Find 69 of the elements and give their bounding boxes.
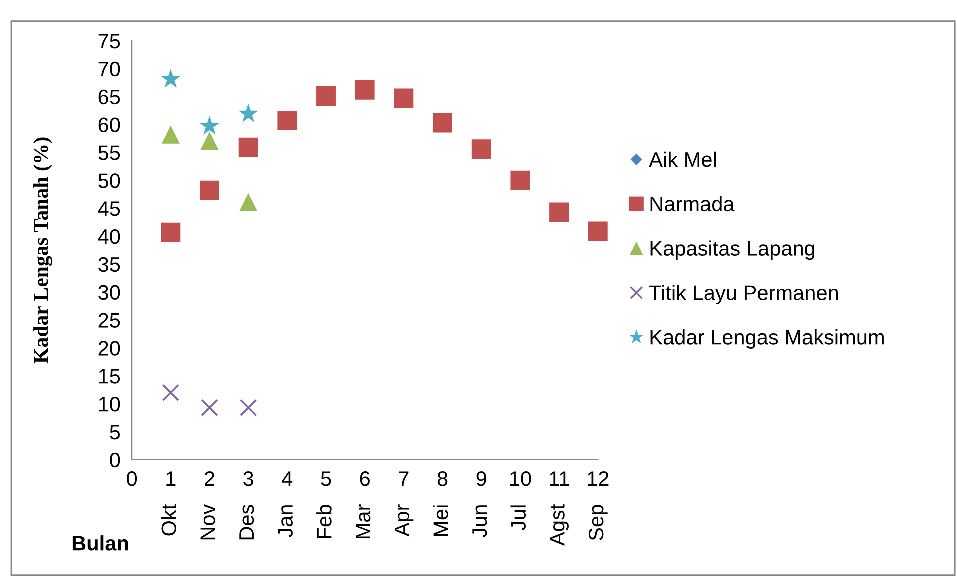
legend-label: Titik Layu Permanen xyxy=(650,285,838,305)
point xyxy=(278,111,298,131)
x-tick-label: Feb xyxy=(316,505,332,538)
y-tick-label: 60 xyxy=(98,118,120,132)
x-tick-label: Apr xyxy=(394,504,414,537)
legend-label: Narmada xyxy=(650,196,735,212)
point xyxy=(161,222,181,242)
x-tick-label: Agst xyxy=(550,504,569,546)
x2-tick-label: 7 xyxy=(399,472,409,486)
x2-tick-label: 5 xyxy=(321,472,332,486)
x2-tick-label: 11 xyxy=(550,472,570,486)
legend-label: Aik Mel xyxy=(649,152,716,168)
point xyxy=(355,80,375,100)
y-tick-label: 15 xyxy=(99,369,120,384)
point xyxy=(240,399,258,416)
y-tick-label: 10 xyxy=(99,397,120,412)
point xyxy=(162,384,180,402)
x-tick-label: Nov xyxy=(200,504,216,540)
point xyxy=(394,88,414,108)
point xyxy=(550,202,570,222)
point xyxy=(200,116,220,135)
y-tick-label: 50 xyxy=(98,174,120,188)
point xyxy=(238,104,258,123)
point xyxy=(201,399,218,416)
x-tick-label: Sep xyxy=(588,505,608,540)
x2-tick-label: 10 xyxy=(510,472,532,486)
x2-tick-label: 2 xyxy=(205,472,214,486)
y-tick-label: 65 xyxy=(98,90,120,105)
x-tick-label: Jun xyxy=(472,506,488,538)
x2-tick-label: 6 xyxy=(360,472,370,486)
x-tick-label: Mei xyxy=(433,506,448,536)
y-tick-label: 0 xyxy=(110,452,120,468)
y-tick-label: 40 xyxy=(98,229,120,244)
x2-tick-label: 4 xyxy=(282,472,293,486)
point xyxy=(238,138,258,158)
point xyxy=(200,132,219,150)
x2-tick-label: 12 xyxy=(588,472,609,486)
point xyxy=(316,86,336,106)
y-tick-label: 55 xyxy=(98,146,120,160)
x2-tick-label: 8 xyxy=(438,472,448,486)
y-tick-label: 5 xyxy=(110,425,120,440)
point xyxy=(433,113,452,133)
x-tick-label: Jul xyxy=(510,506,526,531)
y-tick-label: 25 xyxy=(98,313,120,328)
legend-label: Kapasitas Lapang xyxy=(650,240,815,260)
point xyxy=(200,180,220,200)
point xyxy=(510,170,530,190)
y-tick-label: 20 xyxy=(98,341,120,356)
legend-label: Kadar Lengas Maksimum xyxy=(650,330,884,349)
y-tick-label: 30 xyxy=(98,285,120,300)
point xyxy=(240,193,258,212)
x2-tick-label: 3 xyxy=(244,472,254,486)
y-tick-label: 70 xyxy=(98,62,120,77)
x-tick-label: Jan xyxy=(278,506,294,538)
y-tick-label: 75 xyxy=(98,34,120,49)
x-tick-label: Okt xyxy=(161,504,176,536)
y-tick-label: 35 xyxy=(98,257,120,272)
y-tick-label: 45 xyxy=(98,202,120,216)
x2-tick-label: 9 xyxy=(476,472,486,486)
point xyxy=(472,140,492,160)
point xyxy=(162,126,180,144)
x-axis-title: Bulan xyxy=(72,536,128,551)
x2-tick-label: 0 xyxy=(127,472,138,486)
x2-tick-label: 1 xyxy=(166,472,176,486)
point xyxy=(160,69,181,88)
point xyxy=(588,222,608,242)
x-tick-label: Des xyxy=(240,505,254,540)
x-tick-label: Mar xyxy=(356,504,371,538)
y-axis-title: Kadar Lengas Tanah (%) xyxy=(34,138,53,364)
